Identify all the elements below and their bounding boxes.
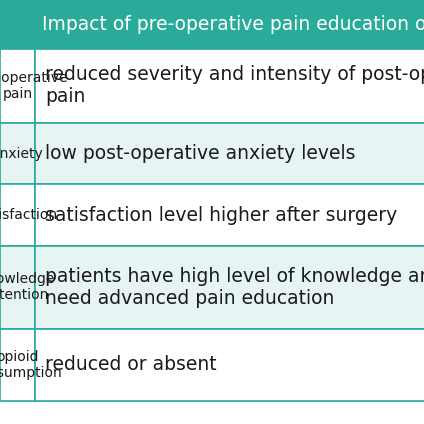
Text: satisfaction level higher after surgery: satisfaction level higher after surgery [45, 206, 398, 225]
Bar [35, 246, 424, 329]
Text: patients have high level of knowledge and do not
need advanced pain education: patients have high level of knowledge an… [45, 267, 424, 308]
Bar [0, 123, 35, 184]
Bar [35, 184, 424, 246]
Bar [35, 123, 424, 184]
Text: reduced or absent: reduced or absent [45, 355, 217, 374]
Bar [0, 184, 35, 246]
Text: post-operative
pain: post-operative pain [0, 71, 68, 101]
Text: low post-operative anxiety levels: low post-operative anxiety levels [45, 144, 356, 163]
Bar [0, 0, 35, 49]
Text: satisfaction: satisfaction [0, 208, 57, 222]
Text: opioid
consumption: opioid consumption [0, 349, 62, 380]
Bar [35, 329, 424, 401]
Bar [35, 49, 424, 123]
Bar [35, 0, 424, 49]
Bar [0, 49, 35, 123]
Text: anxiety: anxiety [0, 147, 43, 161]
Text: Impact of pre-operative pain education on outcomes of surgery: Impact of pre-operative pain education o… [42, 15, 424, 34]
Text: reduced severity and intensity of post-operative
pain: reduced severity and intensity of post-o… [45, 65, 424, 106]
Bar [0, 246, 35, 329]
Bar [0, 329, 35, 401]
Text: knowledge
retention: knowledge retention [0, 272, 55, 302]
